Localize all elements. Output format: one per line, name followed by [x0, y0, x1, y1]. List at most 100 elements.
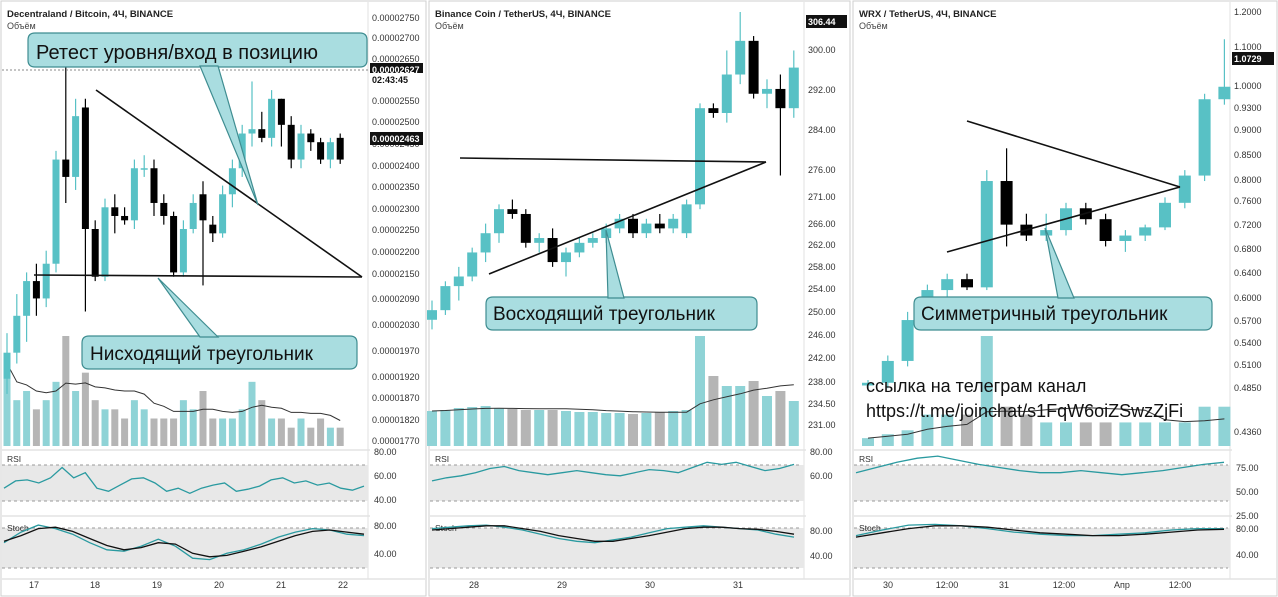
y-tick-label: 0.5700 [1234, 316, 1262, 326]
volume-bar [209, 418, 217, 446]
volume-bar [561, 411, 571, 446]
volume-bar [219, 418, 227, 446]
volume-bar [228, 418, 236, 446]
candle-body [494, 209, 504, 234]
volume-bar [199, 391, 207, 446]
stoch-d-line [431, 525, 795, 542]
price-tag-label: 02:43:45 [372, 75, 408, 85]
candle-body [81, 107, 89, 229]
volume-bar [862, 438, 874, 446]
volume-bar [668, 411, 679, 446]
stoch-band [430, 528, 804, 568]
candle-body [453, 276, 464, 287]
volume-bar [1159, 422, 1171, 446]
volume-bar [248, 381, 256, 446]
callout-retest-box [27, 32, 368, 68]
volume-bar [150, 418, 158, 446]
candle-body [42, 263, 50, 299]
stoch-band [2, 528, 368, 568]
volume-bar [1060, 422, 1072, 446]
y-tick-label: 266.00 [808, 219, 836, 229]
y-tick-label: 0.00002090 [372, 294, 420, 304]
y-tick-label: 284.00 [808, 125, 836, 135]
rsi-tick-label: 25.00 [1236, 511, 1259, 521]
volume-bar [708, 376, 719, 446]
volume-label: Объём [435, 21, 464, 31]
rsi-tick-label: 60.00 [810, 471, 833, 481]
callout-sym-pointer [1044, 227, 1075, 299]
callout-retest-text: Ретест уровня/вход в позицию [36, 42, 318, 64]
y-tick-label: 276.00 [808, 165, 836, 175]
candle-body [160, 202, 168, 216]
volume-bar [681, 410, 692, 446]
volume-ma-line [431, 384, 794, 413]
candle-body [317, 142, 325, 160]
stoch-d-line [3, 526, 365, 558]
volume-bar [881, 434, 894, 446]
rsi-tick-label: 50.00 [1236, 487, 1259, 497]
price-tag-box [370, 132, 423, 145]
volume-bar [1020, 414, 1033, 446]
candle-body [788, 67, 799, 109]
y-tick-label: 234.50 [808, 399, 836, 409]
x-tick-label: 12:00 [1053, 580, 1076, 590]
volume-bar [307, 427, 315, 446]
chart-title: Binance Coin / TetherUS, 4Ч, BINANCE [435, 9, 611, 20]
candle-body [762, 88, 772, 94]
y-tick-label: 1.2000 [1234, 7, 1262, 17]
annotations: Ретест уровня/вход в позицию Нисходящий т… [2, 32, 1213, 421]
candle-body [467, 252, 478, 277]
rsi-label: RSI [435, 454, 449, 464]
triangle-upper-line [966, 120, 1181, 188]
volume-bar [32, 409, 40, 446]
rsi-tick-label: 80.00 [374, 447, 397, 457]
candle-body [32, 281, 40, 299]
candle-body [862, 382, 874, 386]
volume-bar [336, 427, 344, 446]
rsi-line [3, 466, 365, 495]
x-tick-label: 30 [645, 580, 655, 590]
candle-body [91, 229, 99, 277]
rsi-tick-label: 75.00 [1236, 463, 1259, 473]
stoch-label: Stoch [7, 523, 29, 533]
volume-bar [921, 414, 934, 446]
stoch-tick-label: 40.00 [1236, 550, 1259, 560]
callout-asc-box [485, 296, 758, 331]
volume-bar [130, 400, 138, 446]
volume-bar [287, 427, 295, 446]
y-tick-label: 0.00001820 [372, 415, 420, 425]
candle-body [1000, 181, 1013, 225]
rsi-tick-label: 80.00 [810, 447, 833, 457]
y-tick-label: 0.00002150 [372, 269, 420, 279]
volume-bar [42, 400, 50, 446]
candle-body [614, 218, 625, 229]
y-tick-label: 0.5400 [1234, 338, 1262, 348]
stoch-tick-label: 80.00 [810, 526, 833, 536]
volume-bar [160, 418, 168, 446]
x-tick-label: 12:00 [936, 580, 959, 590]
price-tag-box [806, 15, 847, 28]
volume-bar [1099, 422, 1112, 446]
price-tag-box [370, 63, 423, 76]
candle-body [268, 98, 276, 138]
volume-bar [467, 407, 478, 446]
volume-bar [494, 408, 504, 446]
y-tick-label: 0.8000 [1234, 175, 1262, 185]
candle-body [708, 108, 719, 113]
x-tick-label: 28 [469, 580, 479, 590]
candle-body [62, 159, 70, 177]
y-tick-label: 0.6000 [1234, 293, 1262, 303]
y-tick-label: 0.00001870 [372, 393, 420, 403]
y-tick-label: 0.00001970 [372, 346, 420, 356]
candle-body [140, 168, 148, 170]
y-tick-label: 1.0000 [1234, 81, 1262, 91]
candle-body [326, 142, 334, 160]
panel-border [852, 0, 1278, 597]
chart-panel-2: Binance Coin / TetherUS, 4Ч, BINANCEОбъё… [427, 0, 851, 597]
y-tick-label: 271.00 [808, 192, 836, 202]
volume-bar [1178, 422, 1191, 446]
volume-bar [941, 414, 954, 446]
y-tick-label: 254.00 [808, 284, 836, 294]
stoch-k-line [855, 523, 1224, 537]
volume-bar [111, 409, 119, 446]
